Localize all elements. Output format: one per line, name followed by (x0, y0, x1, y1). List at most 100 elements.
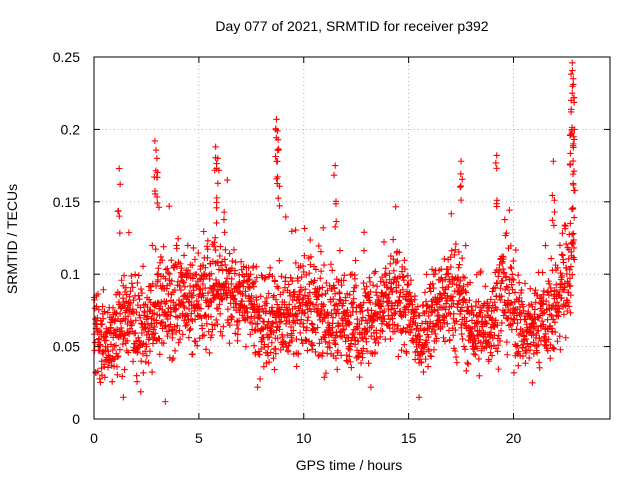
data-point (95, 336, 102, 343)
data-point (101, 363, 108, 371)
data-point (531, 306, 539, 313)
data-point (351, 275, 359, 283)
data-point (196, 285, 203, 293)
data-point (428, 266, 436, 273)
data-point (226, 321, 234, 329)
data-point (391, 310, 398, 318)
data-point (194, 282, 202, 290)
data-point (146, 347, 154, 355)
data-point (554, 264, 561, 272)
data-point (121, 366, 128, 373)
data-point (225, 268, 233, 275)
data-point (166, 280, 174, 288)
data-point (570, 244, 578, 252)
data-point (168, 327, 176, 334)
data-point (457, 170, 464, 178)
data-point (315, 242, 323, 250)
data-point (338, 281, 345, 289)
data-point (206, 349, 213, 357)
data-point (555, 302, 562, 309)
data-point (420, 368, 427, 376)
data-point (320, 301, 327, 309)
data-point (566, 282, 573, 289)
data-point (570, 75, 577, 82)
data-point (358, 304, 365, 311)
data-point (251, 314, 258, 322)
data-point (284, 348, 292, 355)
data-point (165, 290, 172, 298)
data-point (212, 143, 219, 150)
data-point (231, 267, 239, 274)
data-point (569, 205, 577, 212)
data-point (204, 237, 212, 245)
data-point (392, 203, 399, 211)
data-point (214, 180, 222, 187)
data-point (458, 255, 466, 262)
data-point (421, 289, 429, 296)
data-point (354, 324, 361, 332)
data-point (111, 317, 118, 325)
data-point (288, 337, 296, 345)
data-point (549, 192, 556, 199)
data-point (416, 355, 423, 363)
data-point (544, 316, 551, 323)
data-point (265, 358, 273, 366)
data-point (408, 326, 415, 334)
data-point (157, 302, 164, 310)
data-point (269, 319, 276, 327)
data-point (154, 271, 161, 278)
data-point (337, 352, 345, 359)
y-tick-label: 0.15 (53, 194, 80, 210)
data-point (285, 342, 292, 349)
data-point (179, 310, 186, 317)
data-point (384, 284, 391, 291)
data-point (149, 242, 156, 249)
data-point (293, 335, 300, 343)
data-point (217, 328, 224, 335)
data-point (236, 308, 243, 316)
data-point (222, 246, 229, 254)
data-point (530, 339, 537, 346)
data-point (571, 256, 578, 263)
data-point (272, 296, 280, 303)
data-point (414, 303, 422, 310)
data-point (197, 305, 205, 312)
data-point (206, 275, 213, 283)
data-point (533, 331, 540, 339)
data-point (250, 283, 258, 290)
data-point (276, 257, 283, 264)
data-point (228, 313, 236, 321)
data-point (97, 342, 104, 350)
data-point (401, 341, 408, 348)
data-point (132, 329, 139, 337)
data-point (522, 335, 530, 343)
data-point (177, 260, 184, 268)
data-point (188, 261, 196, 269)
data-point (224, 176, 231, 184)
data-point (173, 305, 180, 312)
data-point (152, 246, 159, 253)
data-point (537, 337, 545, 345)
data-point (126, 293, 133, 301)
data-point (158, 257, 166, 264)
data-point (468, 317, 476, 324)
data-point (522, 360, 529, 367)
data-point (335, 322, 342, 329)
data-point (478, 307, 485, 314)
data-point (402, 311, 409, 319)
data-point (331, 339, 339, 347)
data-point (334, 347, 342, 354)
data-point (366, 294, 373, 301)
data-point (391, 274, 399, 281)
data-point (190, 287, 197, 294)
data-point (96, 347, 103, 354)
data-point (294, 317, 301, 324)
data-point (144, 303, 151, 311)
data-point (458, 304, 466, 311)
data-point (445, 283, 452, 291)
data-point (483, 320, 490, 327)
data-point (405, 281, 412, 288)
data-point (371, 348, 379, 356)
data-point (235, 317, 243, 324)
data-point (329, 329, 337, 336)
